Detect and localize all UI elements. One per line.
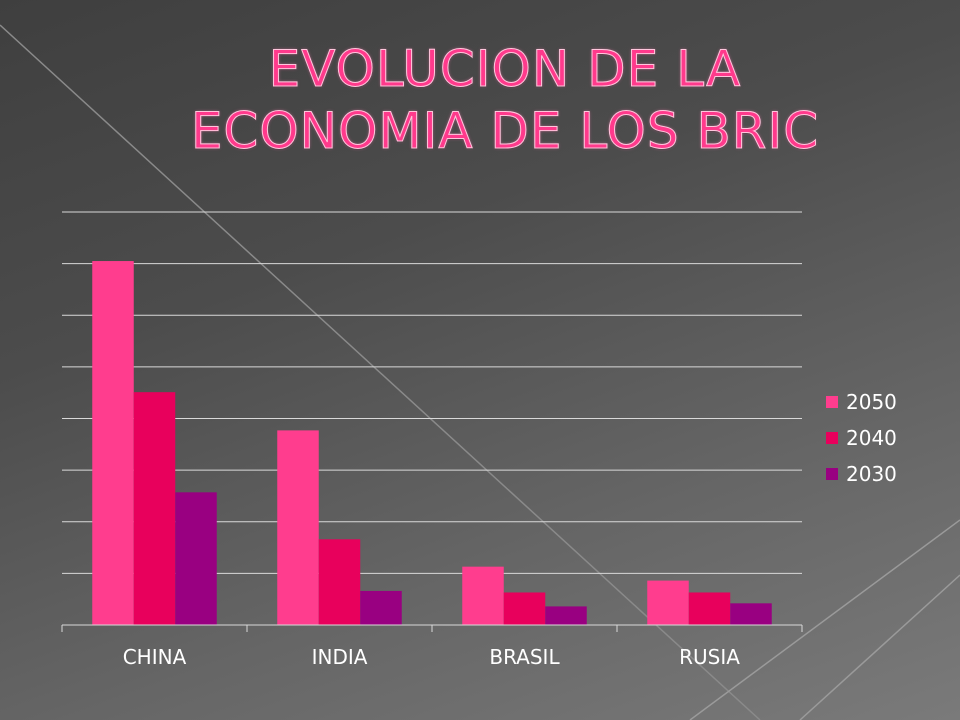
slide-title-line-2: ECONOMIA DE LOS BRIC [190,102,820,161]
bar-2050-china [92,261,134,625]
chart-x-axis: CHINA INDIA BRASIL RUSIA [61,624,803,669]
bar-2030-china [175,492,217,625]
bar-2050-india [277,430,319,625]
decoration-corner-line-1 [689,519,960,720]
legend-label: 2030 [846,462,897,486]
legend-swatch-2040 [826,432,838,444]
slide-title-line-1: EVOLUCION DE LA [268,40,742,99]
bar-2040-rusia [688,592,731,625]
chart-bars [92,261,772,625]
bar-2050-brasil [462,566,504,625]
bar-2050-rusia [647,580,689,625]
x-tick-label: INDIA [312,645,368,669]
decoration-diagonal-line [0,24,761,720]
legend-label: 2040 [846,426,897,450]
x-tick-label: RUSIA [679,645,740,669]
chart-legend: 2050 2040 2030 [826,390,897,486]
slide-title: EVOLUCION DE LA ECONOMIA DE LOS BRIC [150,38,860,162]
x-tick-label: BRASIL [489,645,560,669]
bar-2040-brasil [503,592,546,625]
bar-2030-rusia [730,603,772,625]
x-tick-label: CHINA [123,645,187,669]
legend-swatch-2050 [826,396,838,408]
decoration-corner-line-2 [799,574,960,720]
bar-2040-india [318,539,361,625]
legend-swatch-2030 [826,468,838,480]
bar-2030-india [360,590,402,625]
bar-2040-china [133,392,176,625]
legend-label: 2050 [846,390,897,414]
bar-2030-brasil [545,606,587,625]
